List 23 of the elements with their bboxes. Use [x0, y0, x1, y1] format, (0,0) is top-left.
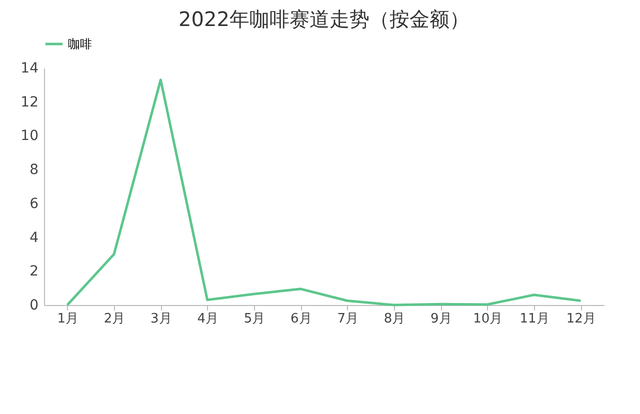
- y-tick-label: 12: [20, 94, 38, 110]
- x-tick-label: 11月: [520, 312, 550, 326]
- x-tick-label: 7月: [337, 312, 358, 326]
- y-tick-label: 6: [30, 196, 39, 212]
- y-tick-label: 10: [20, 128, 38, 144]
- x-tick-label: 4月: [197, 312, 218, 326]
- x-tick-label: 8月: [384, 312, 406, 326]
- legend-label: 咖啡: [68, 37, 92, 51]
- x-tick-label: 10月: [473, 312, 503, 326]
- y-tick-label: 2: [30, 264, 38, 280]
- line-series: [66, 78, 582, 306]
- x-tick-label: 12月: [566, 312, 596, 326]
- x-tick-label: 5月: [244, 312, 266, 326]
- y-tick-label: 0: [30, 298, 38, 314]
- x-tick-label: 6月: [290, 312, 312, 326]
- y-tick-label: 8: [30, 162, 38, 178]
- x-tick-label: 3月: [150, 312, 172, 326]
- x-tick-label: 2月: [104, 312, 126, 326]
- chart-title: 2022年咖啡赛道走势（按金额）: [178, 7, 470, 31]
- x-tick-label: 1月: [57, 312, 78, 326]
- y-tick-label: 4: [30, 230, 39, 246]
- y-tick-label: 14: [20, 60, 39, 76]
- x-tick-label: 9月: [430, 312, 452, 326]
